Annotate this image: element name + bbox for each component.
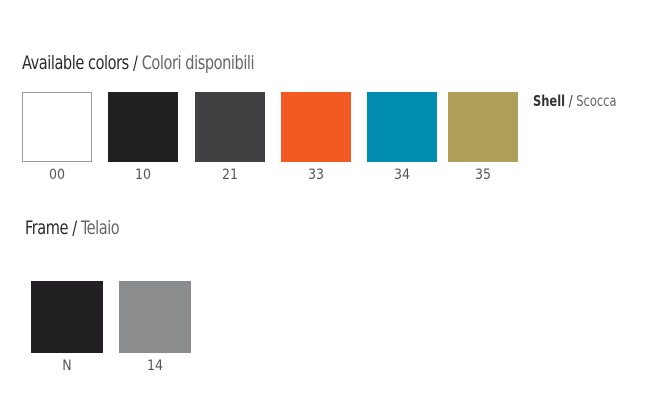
color-swatch-33 [281, 92, 351, 162]
swatch-code: 34 [393, 167, 411, 183]
shell-label: Shell / Scocca [533, 92, 617, 110]
swatch-code: N [62, 358, 72, 374]
color-swatch-N [31, 281, 103, 353]
swatch-code: 14 [146, 358, 164, 374]
page-title: Available colors / Colori disponibili [22, 52, 255, 74]
swatch-code: 33 [307, 167, 325, 183]
frame-title: Frame / Telaio [25, 217, 120, 239]
color-swatch-34 [367, 92, 437, 162]
color-swatch-14 [119, 281, 191, 353]
swatch-code: 35 [474, 167, 492, 183]
color-swatch-35 [448, 92, 518, 162]
swatch-code: 10 [134, 167, 152, 183]
color-swatch-21 [195, 92, 265, 162]
swatch-code: 00 [48, 167, 66, 183]
swatch-code: 21 [221, 167, 239, 183]
color-swatch-10 [108, 92, 178, 162]
color-swatch-00 [22, 92, 92, 162]
